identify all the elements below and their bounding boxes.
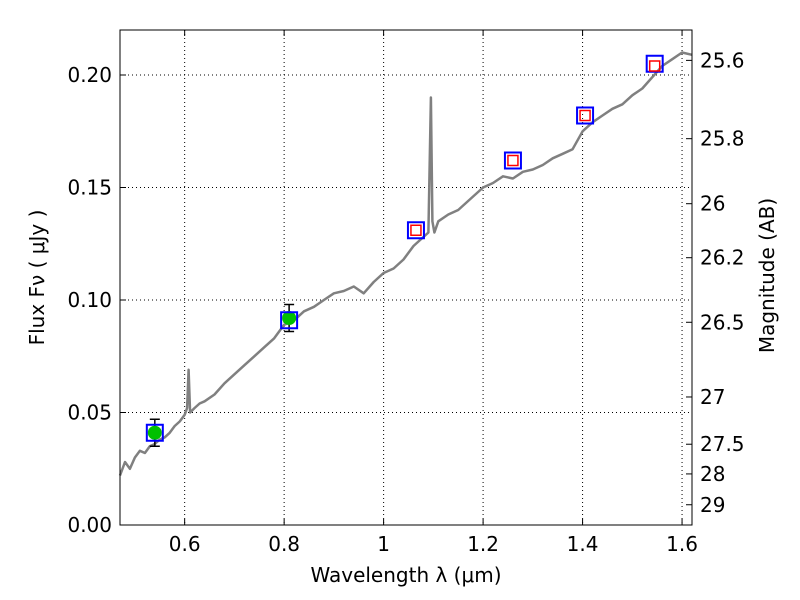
y2-tick-label: 26 (700, 192, 725, 216)
detection-point (282, 311, 297, 325)
y-tick-label: 0.10 (67, 288, 112, 312)
model-photometry-marker (145, 423, 164, 442)
model-photometry-marker (280, 311, 299, 330)
x-tick-label: 0.6 (169, 532, 201, 556)
grid-layer (120, 30, 692, 525)
y2-tick-label: 26.5 (700, 310, 745, 334)
y2-tick-label: 28 (700, 462, 725, 486)
x-axis-label: Wavelength λ (μm) (310, 563, 501, 587)
upper-limit-marker (579, 109, 591, 122)
x-tick-label: 1.4 (567, 532, 599, 556)
model-photometry-marker (406, 221, 425, 240)
spectrum-line (118, 51, 693, 476)
model-photometry-marker (503, 151, 522, 170)
y2-tick-label: 27 (700, 385, 725, 409)
x-tick-label: 1.6 (666, 532, 698, 556)
series-layer (118, 51, 693, 476)
x-tick-label: 1.2 (467, 532, 499, 556)
upper-limit-marker (507, 154, 519, 167)
upper-limit-marker (648, 60, 661, 72)
y2-tick-label: 26.2 (700, 246, 745, 270)
x-tick-label: 0.8 (268, 532, 300, 556)
plot-frame (119, 29, 693, 526)
model-photometry-marker (576, 106, 595, 125)
upper-limit-marker (410, 224, 422, 236)
x-tick-label: 1 (377, 532, 390, 556)
y2-tick-label: 25.8 (700, 127, 745, 151)
y2-tick-label: 27.5 (700, 432, 745, 456)
y2-tick-label: 25.6 (700, 48, 745, 72)
tick-layer: 0.6 0.8 1 1.2 1.4 1.6 0.00 0.05 0.10 0.15 0.20 25.6… (67, 30, 745, 556)
detection-point (147, 425, 162, 440)
y-axis-label: Flux Fν ( μJy ) (25, 210, 49, 346)
y2-axis-label: Magnitude (AB) (755, 198, 779, 353)
y-tick-label: 0.05 (67, 401, 112, 425)
y2-tick-label: 29 (700, 493, 725, 517)
y-tick-label: 0.15 (67, 176, 112, 200)
y-tick-label: 0.20 (67, 63, 112, 87)
y-tick-label: 0.00 (67, 513, 112, 537)
